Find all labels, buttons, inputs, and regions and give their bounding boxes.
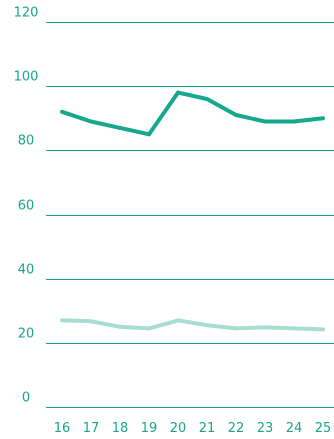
data-point [118, 125, 122, 130]
series-1 [60, 90, 325, 137]
data-point [147, 132, 151, 137]
y-tick-label: 120 [14, 6, 39, 21]
series-line [61, 90, 324, 137]
horizontal-gridlines [46, 22, 334, 408]
data-point [60, 318, 64, 323]
x-tick-label: 24 [286, 421, 303, 436]
data-point [205, 97, 209, 101]
x-axis-tick-labels: 16 17 18 19 20 21 22 23 24 25 [54, 421, 332, 436]
data-series [60, 90, 325, 332]
data-point [205, 323, 209, 328]
data-point [263, 325, 267, 330]
x-tick-label: 16 [54, 421, 71, 436]
data-point [118, 324, 122, 329]
x-tick-label: 18 [112, 421, 129, 436]
data-point [176, 318, 180, 323]
data-point [263, 119, 267, 124]
y-tick-label: 100 [14, 70, 39, 85]
x-tick-label: 25 [315, 421, 332, 436]
data-point [234, 326, 238, 331]
data-point [176, 90, 180, 95]
x-tick-label: 20 [170, 421, 187, 436]
data-point [321, 327, 325, 332]
data-point [89, 319, 93, 324]
y-axis-tick-labels: 0 20 40 60 80 100 120 [14, 6, 39, 406]
data-point [147, 326, 151, 331]
y-tick-label: 60 [18, 199, 35, 214]
data-point [234, 113, 238, 117]
x-tick-label: 19 [141, 421, 158, 436]
y-tick-label: 80 [18, 134, 35, 149]
y-tick-label: 40 [18, 263, 35, 278]
data-point [292, 119, 296, 124]
data-point [89, 119, 93, 124]
series-line [61, 318, 324, 332]
y-tick-label: 0 [22, 391, 30, 406]
data-point [292, 326, 296, 331]
data-point [321, 116, 325, 121]
x-tick-label: 21 [199, 421, 216, 436]
x-tick-label: 17 [83, 421, 100, 436]
x-tick-label: 23 [257, 421, 274, 436]
series-2 [60, 318, 325, 332]
data-point [60, 109, 64, 114]
x-tick-label: 22 [228, 421, 245, 436]
y-tick-label: 20 [18, 327, 35, 342]
